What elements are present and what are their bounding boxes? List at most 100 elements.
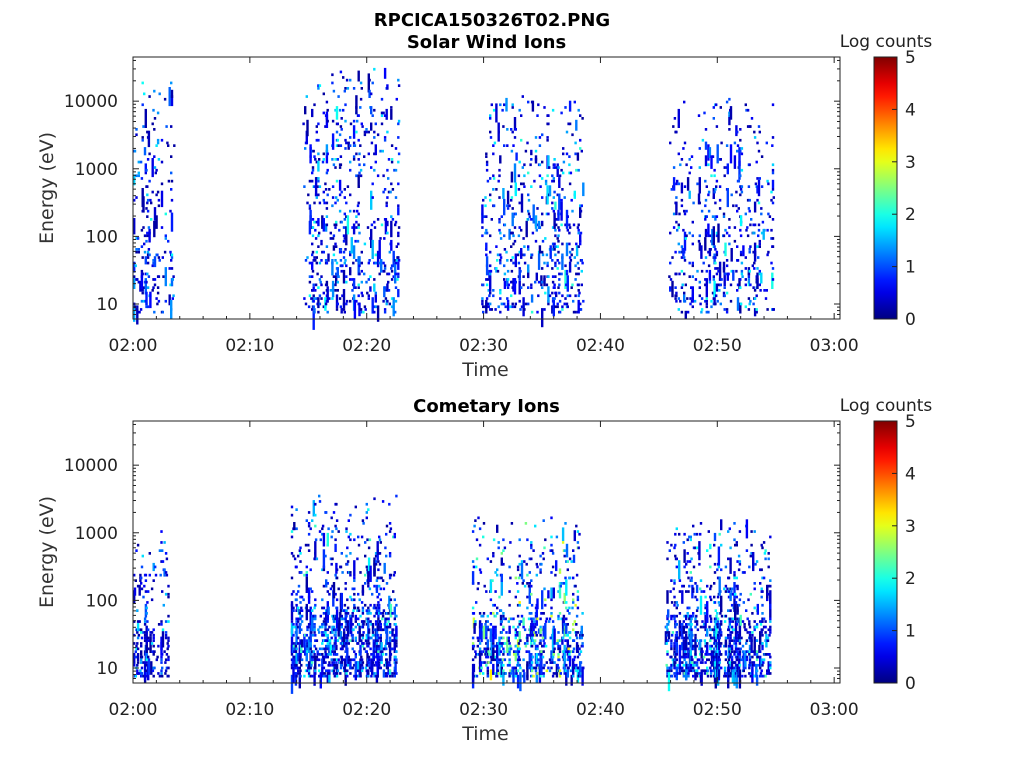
spectrogram-cell — [328, 188, 331, 191]
spectrogram-cell — [753, 636, 756, 653]
spectrogram-cell — [706, 644, 709, 653]
spectrogram-cell — [326, 628, 329, 632]
spectrogram-cell — [367, 663, 371, 667]
spectrogram-cell — [164, 571, 168, 574]
spectrogram-cell — [518, 226, 521, 229]
spectrogram-cell — [578, 653, 581, 656]
spectrogram-cell — [521, 166, 524, 169]
spectrogram-cell — [685, 562, 688, 566]
spectrogram-cell — [495, 245, 498, 248]
spectrogram-cell — [568, 171, 571, 175]
spectrogram-cell — [161, 674, 164, 678]
spectrogram-cell — [557, 653, 560, 656]
spectrogram-cell — [687, 674, 690, 678]
spectrogram-cell — [353, 579, 356, 582]
spectrogram-cell — [552, 177, 555, 180]
spectrogram-cell — [486, 625, 489, 629]
spectrogram-cell — [735, 647, 738, 651]
spectrogram-cell — [489, 308, 492, 311]
spectrogram-cell — [688, 584, 691, 588]
spectrogram-cell — [741, 620, 745, 623]
spectrogram-cell — [146, 231, 149, 235]
spectrogram-cell — [736, 603, 739, 613]
spectrogram-cell — [170, 256, 174, 259]
spectrogram-cell — [161, 310, 164, 314]
spectrogram-cell — [342, 289, 346, 309]
spectrogram-cell — [715, 272, 719, 276]
spectrogram-cell — [734, 620, 738, 640]
spectrogram-cell — [539, 631, 542, 634]
spectrogram-cell — [312, 286, 315, 289]
spectrogram-cell — [331, 669, 334, 673]
spectrogram-cell — [311, 166, 315, 169]
spectrogram-cell — [517, 234, 521, 238]
spectrogram-cell — [318, 278, 322, 281]
spectrogram-cell — [572, 310, 576, 314]
spectrogram-cell — [679, 666, 682, 670]
spectrogram-cell — [166, 642, 169, 645]
spectrogram-cell — [548, 617, 552, 621]
spectrogram-cell — [512, 215, 515, 218]
spectrogram-cell — [536, 598, 539, 610]
spectrogram-cell — [497, 672, 500, 675]
spectrogram-cell — [143, 242, 146, 246]
spectrogram-cell — [575, 642, 579, 653]
spectrogram-cell — [349, 250, 352, 254]
spectrogram-cell — [390, 182, 393, 186]
spectrogram-cell — [385, 554, 388, 558]
spectrogram-cell — [480, 614, 483, 618]
spectrogram-cell — [325, 639, 328, 642]
spectrogram-cell — [311, 261, 314, 270]
spectrogram-cell — [292, 644, 295, 653]
spectrogram-cell — [734, 655, 738, 659]
spectrogram-cell — [752, 223, 755, 227]
spectrogram-cell — [334, 538, 337, 542]
spectrogram-cell — [692, 546, 696, 550]
spectrogram-cell — [357, 606, 360, 610]
spectrogram-cell — [489, 250, 492, 254]
spectrogram-cell — [755, 308, 758, 311]
spectrogram-cell — [309, 625, 312, 643]
spectrogram-cell — [326, 119, 329, 123]
spectrogram-cell — [539, 554, 542, 558]
figure-title: RPCICA150326T02.PNG — [374, 10, 610, 31]
spectrogram-cell — [386, 220, 389, 224]
spectrogram-cell — [760, 658, 763, 667]
spectrogram-cell — [167, 655, 170, 659]
spectrogram-cell — [581, 633, 584, 637]
spectrogram-cell — [695, 532, 699, 536]
spectrogram-cell — [142, 631, 145, 634]
spectrogram-cell — [360, 655, 363, 659]
spectrogram-cell — [500, 631, 503, 634]
spectrogram-cell — [297, 584, 301, 588]
spectrogram-cell — [547, 666, 550, 670]
spectrogram-cell — [290, 535, 294, 539]
spectrogram-cell — [481, 297, 484, 300]
spectrogram-cell — [565, 543, 569, 558]
spectrogram-cell — [568, 163, 571, 167]
spectrogram-cell — [561, 308, 564, 311]
spectrogram-cell — [744, 283, 747, 287]
spectrogram-cell — [736, 144, 740, 147]
spectrogram-cell — [352, 119, 356, 123]
spectrogram-cell — [520, 305, 524, 309]
spectrogram-cell — [700, 209, 704, 213]
spectrogram-cell — [722, 212, 726, 216]
spectrogram-cell — [500, 663, 503, 667]
spectrogram-cell — [551, 259, 554, 262]
spectrogram-cell — [164, 237, 167, 240]
spectrogram-cell — [707, 190, 711, 194]
spectrogram-cell — [308, 280, 312, 284]
spectrogram-cell — [506, 653, 510, 656]
spectrogram-cell — [326, 644, 329, 648]
spectrogram-cell — [738, 598, 742, 602]
spectrogram-cell — [681, 661, 684, 664]
spectrogram-cell — [691, 305, 694, 309]
spectrogram-cell — [374, 253, 377, 257]
spectrogram-cell — [293, 655, 296, 659]
spectrogram-cell — [740, 168, 744, 172]
spectrogram-cell — [702, 625, 705, 629]
spectrogram-cell — [518, 267, 521, 270]
spectrogram-cell — [676, 179, 679, 183]
spectrogram-cell — [485, 650, 488, 653]
